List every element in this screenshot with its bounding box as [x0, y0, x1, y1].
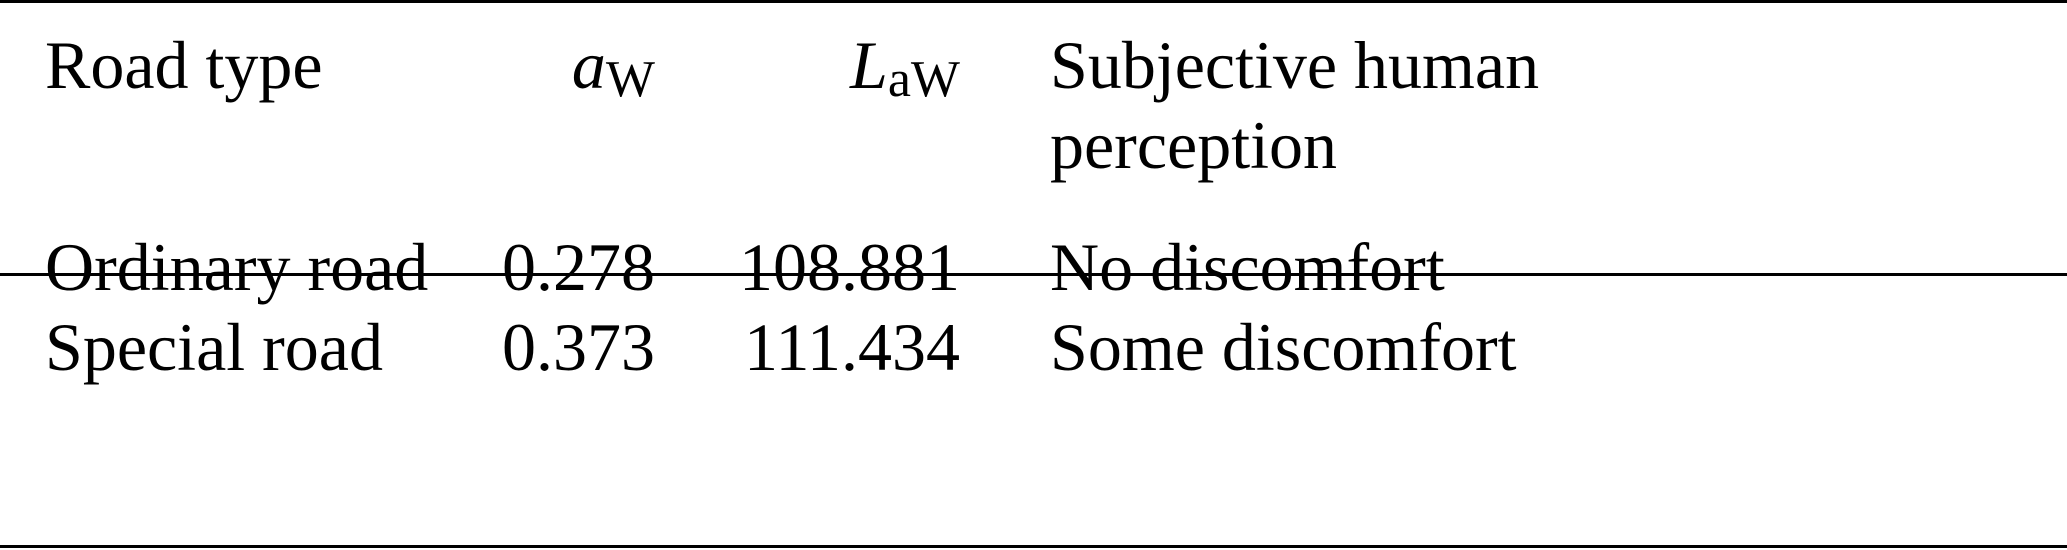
row-2-law: 111.434	[744, 309, 960, 385]
header-aw-subscript: W	[605, 51, 655, 108]
top-rule	[0, 0, 2067, 3]
bottom-rule	[0, 545, 2067, 548]
row-1-law: 108.881	[739, 229, 960, 305]
header-aw-symbol: a	[571, 27, 606, 103]
row-1-road-type: Ordinary road	[45, 229, 429, 305]
row-2-road-type: Special road	[45, 309, 383, 385]
header-law-subscript: aW	[887, 51, 960, 108]
header-perception-line2: perception	[1050, 107, 1337, 183]
header-perception-line1: Subjective human	[1050, 27, 1540, 103]
header-road-type: Road type	[45, 27, 323, 103]
row-2-perception: Some discomfort	[1050, 309, 1517, 385]
row-1-perception: No discomfort	[1050, 229, 1445, 305]
header-aw: aW	[572, 25, 655, 112]
row-2-aw: 0.373	[502, 309, 655, 385]
header-law: LaW	[850, 25, 960, 112]
row-1-aw: 0.278	[502, 229, 655, 305]
header-law-symbol: L	[850, 27, 888, 103]
header-rule	[0, 273, 2067, 276]
